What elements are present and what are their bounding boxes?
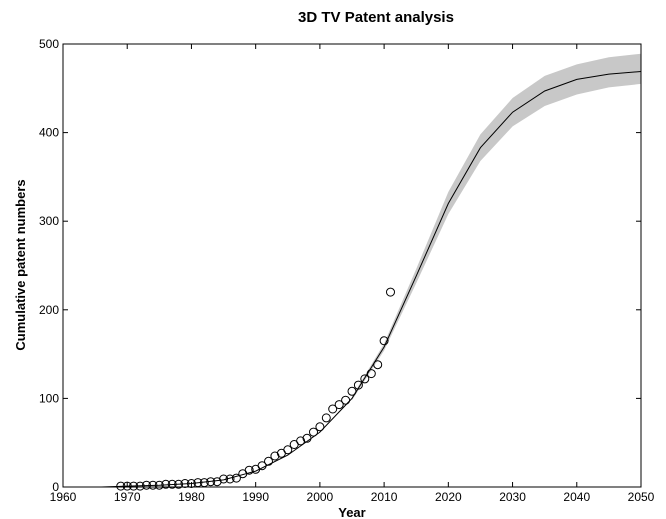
data-points-layer bbox=[116, 287, 395, 491]
data-point bbox=[225, 474, 235, 484]
data-point bbox=[135, 481, 145, 491]
data-point bbox=[270, 451, 280, 461]
data-point bbox=[315, 422, 325, 432]
data-point bbox=[309, 427, 318, 437]
data-point bbox=[341, 395, 351, 405]
y-tick-label: 100 bbox=[39, 391, 59, 405]
data-point bbox=[264, 456, 273, 466]
x-tick-label: 1990 bbox=[242, 490, 269, 504]
fit-curve bbox=[101, 71, 642, 488]
data-point bbox=[321, 413, 331, 423]
y-tick-label: 300 bbox=[39, 214, 59, 228]
y-tick-label: 400 bbox=[39, 126, 59, 140]
data-point bbox=[167, 479, 177, 489]
x-axis-ticks: 1960 1970 1980 1990 2000 2010 2020 2030 2040 2050 bbox=[50, 44, 655, 504]
data-point bbox=[386, 287, 395, 297]
data-point bbox=[244, 465, 254, 475]
data-point bbox=[174, 479, 184, 489]
data-point bbox=[379, 336, 389, 346]
data-point bbox=[296, 436, 306, 446]
x-tick-label: 2030 bbox=[499, 490, 526, 504]
data-point bbox=[347, 386, 357, 396]
x-tick-label: 1960 bbox=[50, 490, 77, 504]
x-axis-label: Year bbox=[338, 505, 365, 519]
y-tick-label: 500 bbox=[39, 37, 59, 51]
x-tick-label: 2000 bbox=[307, 490, 334, 504]
data-point bbox=[212, 477, 222, 487]
data-point bbox=[360, 374, 370, 384]
data-point bbox=[353, 380, 363, 390]
confidence-band bbox=[352, 53, 641, 401]
data-point bbox=[116, 481, 126, 491]
data-point bbox=[154, 480, 164, 490]
data-point bbox=[373, 360, 383, 370]
data-point bbox=[206, 477, 216, 487]
data-point bbox=[283, 445, 293, 455]
fit-curve-layer bbox=[101, 71, 642, 488]
confidence-band-layer bbox=[352, 53, 641, 401]
data-point bbox=[129, 481, 139, 491]
chart-title: 3D TV Patent analysis bbox=[298, 9, 454, 26]
y-axis-label: Cumulative patent numbers bbox=[13, 179, 28, 350]
x-tick-label: 2040 bbox=[563, 490, 590, 504]
x-tick-label: 2050 bbox=[628, 490, 655, 504]
data-point bbox=[334, 400, 344, 410]
data-point bbox=[219, 474, 229, 484]
y-tick-label: 0 bbox=[52, 480, 59, 494]
x-tick-label: 2010 bbox=[371, 490, 398, 504]
x-tick-label: 1980 bbox=[178, 490, 205, 504]
y-axis-ticks: 0 100 200 300 400 500 bbox=[39, 37, 641, 494]
data-point bbox=[257, 461, 267, 471]
data-point bbox=[148, 480, 158, 490]
data-point bbox=[328, 404, 338, 414]
plot-area-frame bbox=[62, 43, 642, 488]
data-point bbox=[161, 479, 171, 489]
x-tick-label: 2020 bbox=[435, 490, 462, 504]
data-point bbox=[302, 433, 312, 443]
x-tick-label: 1970 bbox=[114, 490, 141, 504]
data-point bbox=[231, 473, 241, 483]
data-point bbox=[366, 369, 376, 379]
y-tick-label: 200 bbox=[39, 303, 59, 317]
data-point bbox=[142, 480, 151, 490]
